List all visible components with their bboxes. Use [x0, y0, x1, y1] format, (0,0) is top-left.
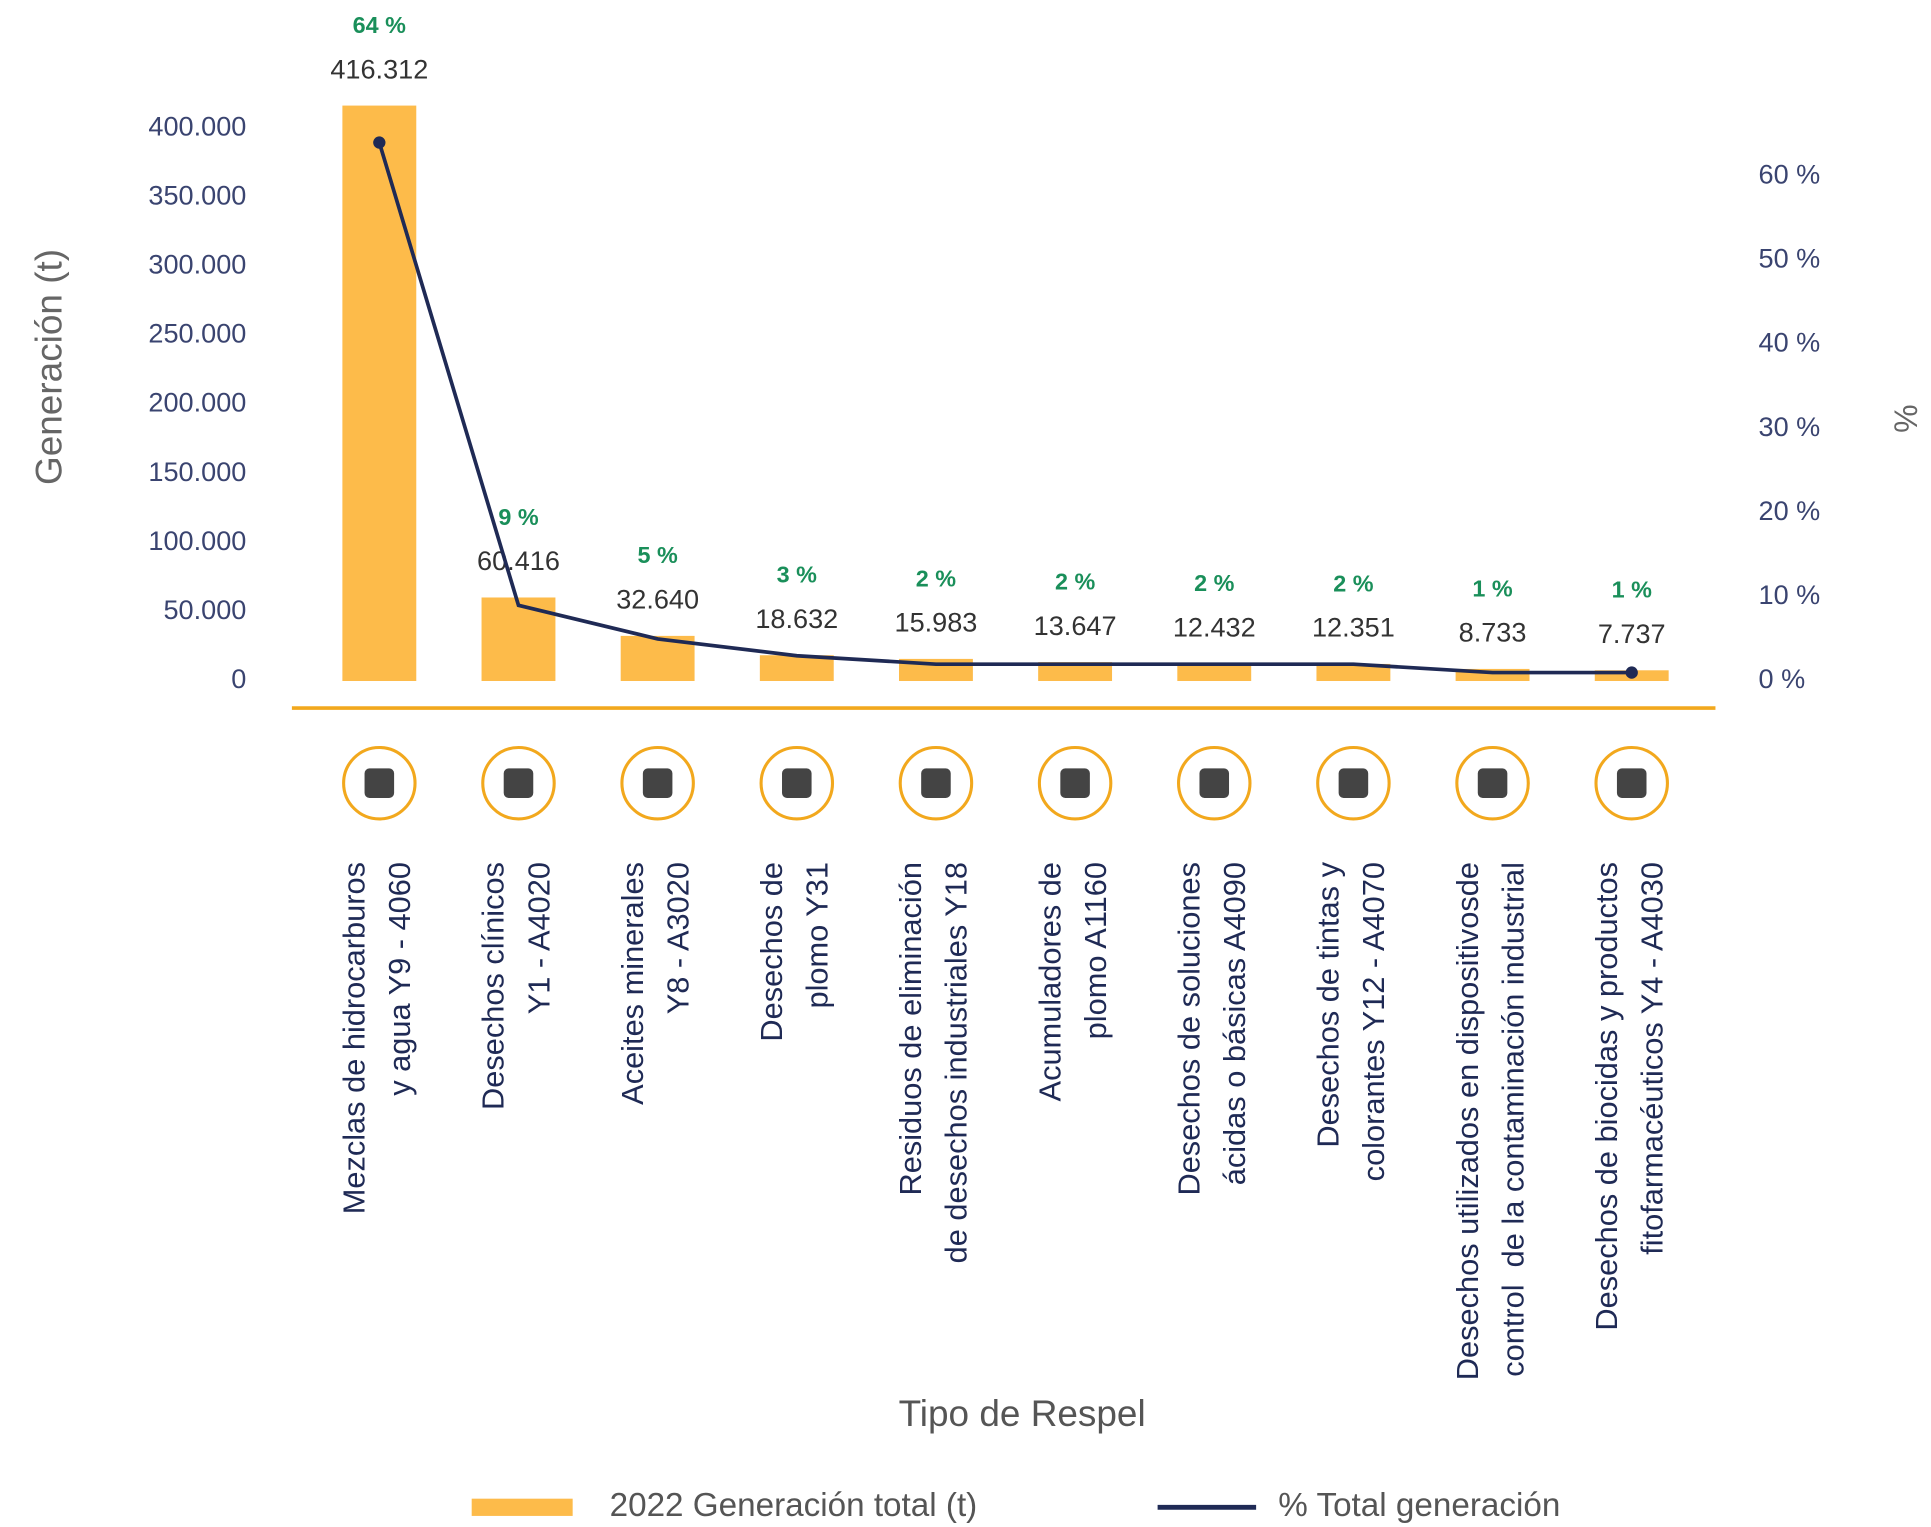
- category-icon-glyph: [1199, 768, 1230, 798]
- pct-value-label: 5 %: [637, 542, 677, 568]
- pct-value-label: 1 %: [1612, 577, 1652, 603]
- y-tick-label: 300.000: [148, 249, 246, 280]
- y-tick-label: 150.000: [148, 456, 246, 487]
- category-icon-glyph: [1477, 768, 1508, 798]
- x-tick-label: Desechos de plomo Y31: [754, 862, 835, 1042]
- x-tick-label: Aceites minerales Y8 - A3020: [615, 862, 696, 1105]
- pct-value-label: 9 %: [498, 504, 538, 530]
- bar: [759, 655, 834, 681]
- line: [377, 142, 1632, 675]
- category-label-group: Desechos de tintas y colorantes Y12 - A40…: [1311, 861, 1392, 1181]
- bar-value-label: 7.737: [1598, 618, 1666, 649]
- y-tick-label: 350.000: [148, 179, 246, 210]
- y2-tick-label: 60 %: [1759, 158, 1821, 189]
- x-tick-label: Desechos de tintas y colorantes Y12 - A40…: [1311, 861, 1392, 1181]
- category-icon-glyph: [1616, 768, 1647, 798]
- category-label-group: Mezclas de hidrocarburos y agua Y9 - 4060: [337, 862, 418, 1214]
- category-label-group: Acumuladores de plomo A1160: [1032, 862, 1113, 1101]
- pct-value-label: 2 %: [1194, 570, 1234, 596]
- y-tick-label: 50.000: [164, 594, 247, 625]
- category-label-group: Desechos de plomo Y31: [754, 862, 835, 1042]
- pct-value-label: 64 %: [353, 12, 406, 38]
- y-tick-label: 400.000: [148, 110, 246, 141]
- category-label-group: Desechos clínicos Y1 - A4020: [476, 862, 557, 1110]
- x-tick-label: Mezclas de hidrocarburos y agua Y9 - 4060: [337, 862, 418, 1214]
- x-tick-label: Desechos de biocidas y productos fitofarm…: [1589, 862, 1670, 1331]
- y-tick-label: 200.000: [148, 387, 246, 418]
- x-tick-label: Desechos clínicos Y1 - A4020: [476, 862, 557, 1110]
- category-icon-glyph: [1060, 768, 1090, 798]
- pct-value-label: 2 %: [916, 565, 956, 591]
- bar-value-label: 12.351: [1312, 612, 1395, 643]
- y2-tick-label: 30 %: [1759, 411, 1821, 442]
- bar-value-label: 18.632: [755, 603, 838, 634]
- category-icon-glyph: [364, 768, 395, 798]
- category-icon-glyph: [782, 768, 812, 798]
- bar: [342, 105, 417, 681]
- bar-value-label: 60.416: [477, 545, 560, 576]
- category-icon-glyph: [642, 768, 673, 798]
- category-label-group: Aceites minerales Y8 - A3020: [615, 862, 696, 1105]
- legend-label: 2022 Generación total (t): [610, 1487, 978, 1524]
- bar: [1316, 663, 1391, 681]
- x-tick-label: Residuos de eliminación de desechos indus…: [893, 862, 974, 1263]
- category-icon-glyph: [1338, 768, 1369, 798]
- y-tick-label: 100.000: [148, 525, 246, 556]
- legend-swatch-bar: [471, 1498, 573, 1516]
- bar-value-label: 416.312: [330, 53, 428, 84]
- category-label-group: Desechos de biocidas y productos fitofarm…: [1589, 862, 1670, 1331]
- y2-tick-label: 0 %: [1759, 663, 1806, 694]
- line-end-dot: [373, 136, 386, 149]
- y2-axis-title: %: [1888, 404, 1924, 432]
- pct-value-label: 2 %: [1333, 570, 1373, 596]
- bar: [1038, 662, 1113, 681]
- pct-value-label: 2 %: [1055, 568, 1095, 594]
- bar-value-label: 8.733: [1459, 617, 1527, 648]
- y-axis-title: Generación (t): [29, 249, 70, 485]
- bar-value-label: 15.983: [895, 607, 978, 638]
- line-end-dot: [1625, 666, 1638, 679]
- category-icon-glyph: [921, 768, 951, 798]
- y2-tick-label: 20 %: [1759, 495, 1821, 526]
- y2-tick-label: 50 %: [1759, 242, 1821, 273]
- category-label-group: Desechos de soluciones ácidas o básicas A…: [1172, 862, 1253, 1196]
- pct-value-label: 1 %: [1472, 575, 1512, 601]
- category-label-group: Desechos utilizados en dispositivosde con…: [1450, 862, 1531, 1380]
- x-tick-label: Desechos utilizados en dispositivosde con…: [1450, 862, 1531, 1380]
- legend-label: % Total generación: [1278, 1487, 1560, 1524]
- bar: [1177, 663, 1252, 681]
- y2-tick-label: 40 %: [1759, 327, 1821, 358]
- bar-value-label: 32.640: [616, 584, 699, 615]
- category-label-group: Residuos de eliminación de desechos indus…: [893, 862, 974, 1263]
- pct-value-label: 3 %: [777, 562, 817, 588]
- bar-value-label: 12.432: [1173, 611, 1256, 642]
- y2-tick-label: 10 %: [1759, 579, 1821, 610]
- y-tick-label: 0: [231, 663, 246, 694]
- y-tick-label: 250.000: [148, 318, 246, 349]
- x-tick-label: Acumuladores de plomo A1160: [1032, 862, 1113, 1101]
- x-axis-title: Tipo de Respel: [899, 1393, 1146, 1434]
- bar-value-label: 13.647: [1034, 610, 1117, 641]
- category-icon-glyph: [503, 768, 534, 798]
- x-tick-label: Desechos de soluciones ácidas o básicas A…: [1172, 862, 1253, 1196]
